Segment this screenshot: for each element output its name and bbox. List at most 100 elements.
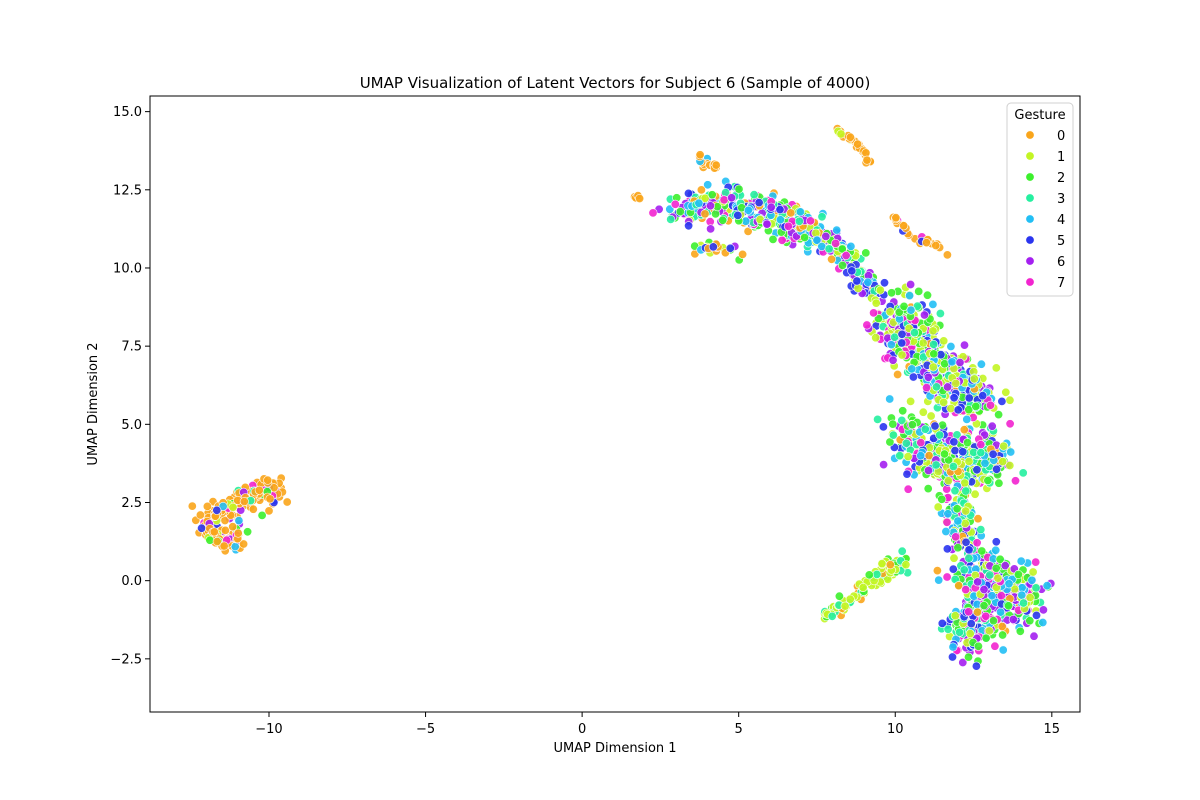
legend-label: 1 bbox=[1057, 150, 1065, 165]
scatter-point bbox=[795, 207, 805, 217]
scatter-point bbox=[897, 338, 907, 348]
legend-label: 0 bbox=[1057, 129, 1065, 144]
scatter-point bbox=[932, 566, 942, 576]
scatter-point bbox=[962, 414, 972, 424]
scatter-point bbox=[872, 569, 882, 579]
scatter-point bbox=[903, 452, 913, 462]
chart-title: UMAP Visualization of Latent Vectors for… bbox=[360, 74, 871, 92]
scatter-point bbox=[941, 526, 951, 536]
scatter-point bbox=[897, 350, 907, 360]
scatter-point bbox=[959, 565, 969, 575]
scatter-point bbox=[864, 570, 874, 580]
scatter-point bbox=[239, 496, 249, 506]
scatter-point bbox=[942, 544, 952, 554]
scatter-point bbox=[961, 486, 971, 496]
scatter-point bbox=[727, 193, 737, 203]
scatter-point bbox=[705, 201, 715, 211]
y-tick-label: 7.5 bbox=[121, 340, 142, 355]
scatter-point bbox=[205, 535, 215, 545]
scatter-point bbox=[931, 382, 941, 392]
scatter-point bbox=[922, 290, 932, 300]
scatter-point bbox=[219, 541, 229, 551]
scatter-point bbox=[847, 266, 857, 276]
scatter-point bbox=[988, 449, 998, 459]
scatter-point bbox=[766, 202, 776, 212]
scatter-point bbox=[958, 657, 968, 667]
scatter-point bbox=[973, 514, 983, 524]
scatter-point bbox=[983, 475, 993, 485]
scatter-point bbox=[923, 465, 933, 475]
scatter-point bbox=[897, 329, 907, 339]
scatter-point bbox=[733, 210, 743, 220]
scatter-point bbox=[831, 238, 841, 248]
scatter-point bbox=[832, 225, 842, 235]
scatter-point bbox=[228, 502, 238, 512]
scatter-point bbox=[939, 449, 949, 459]
scatter-point bbox=[683, 188, 693, 198]
scatter-point bbox=[947, 357, 957, 367]
scatter-point bbox=[824, 244, 834, 254]
scatter-point bbox=[885, 560, 895, 570]
scatter-point bbox=[902, 469, 912, 479]
scatter-point bbox=[862, 155, 872, 165]
scatter-point bbox=[979, 584, 989, 594]
y-tick-label: 5.0 bbox=[121, 418, 142, 433]
scatter-point bbox=[973, 641, 983, 651]
scatter-point bbox=[928, 299, 938, 309]
scatter-point bbox=[269, 483, 279, 493]
x-axis-ticks: −10 −5 0 5 10 15 bbox=[255, 712, 1060, 737]
y-tick-label: 15.0 bbox=[113, 105, 142, 120]
legend: Gesture 0 1 2 3 4 5 6 7 bbox=[1006, 102, 1074, 297]
legend-label: 6 bbox=[1057, 255, 1065, 270]
scatter-point bbox=[775, 215, 785, 225]
scatter-point bbox=[845, 594, 855, 604]
scatter-point bbox=[937, 618, 947, 628]
scatter-point bbox=[994, 410, 1004, 420]
scatter-point bbox=[239, 539, 249, 549]
scatter-point bbox=[869, 308, 879, 318]
legend-marker bbox=[1025, 130, 1035, 140]
scatter-point bbox=[1017, 590, 1027, 600]
scatter-point bbox=[783, 221, 793, 231]
scatter-point bbox=[953, 516, 963, 526]
scatter-point bbox=[962, 438, 972, 448]
scatter-point bbox=[263, 475, 273, 485]
scatter-point bbox=[768, 234, 778, 244]
scatter-point bbox=[899, 301, 909, 311]
scatter-point bbox=[970, 489, 980, 499]
scatter-point bbox=[906, 305, 916, 315]
scatter-point bbox=[976, 359, 986, 369]
scatter-point bbox=[706, 224, 716, 234]
scatter-point bbox=[935, 430, 945, 440]
scatter-point bbox=[937, 494, 947, 504]
scatter-point bbox=[734, 184, 744, 194]
scatter-point bbox=[187, 501, 197, 511]
scatter-point bbox=[920, 424, 930, 434]
scatter-point bbox=[719, 195, 729, 205]
scatter-point bbox=[1001, 387, 1011, 397]
scatter-point bbox=[981, 633, 991, 643]
scatter-point bbox=[202, 501, 212, 511]
scatter-point bbox=[718, 215, 728, 225]
scatter-point bbox=[907, 420, 917, 430]
scatter-point bbox=[264, 506, 274, 516]
scatter-point bbox=[940, 359, 950, 369]
plot-frame bbox=[149, 95, 1081, 713]
scatter-point bbox=[234, 516, 244, 526]
scatter-point bbox=[905, 291, 915, 301]
scatter-point bbox=[675, 207, 685, 217]
scatter-point bbox=[862, 320, 872, 330]
scatter-point bbox=[696, 185, 706, 195]
scatter-point bbox=[1013, 569, 1023, 579]
legend-box bbox=[1006, 102, 1074, 297]
scatter-point bbox=[898, 406, 908, 416]
scatter-point bbox=[873, 414, 883, 424]
scatter-point bbox=[980, 458, 990, 468]
scatter-point bbox=[918, 407, 928, 417]
scatter-point bbox=[749, 190, 759, 200]
scatter-point bbox=[964, 553, 974, 563]
scatter-point bbox=[946, 403, 956, 413]
scatter-point bbox=[931, 460, 941, 470]
scatter-point bbox=[998, 645, 1008, 655]
scatter-point bbox=[939, 336, 949, 346]
